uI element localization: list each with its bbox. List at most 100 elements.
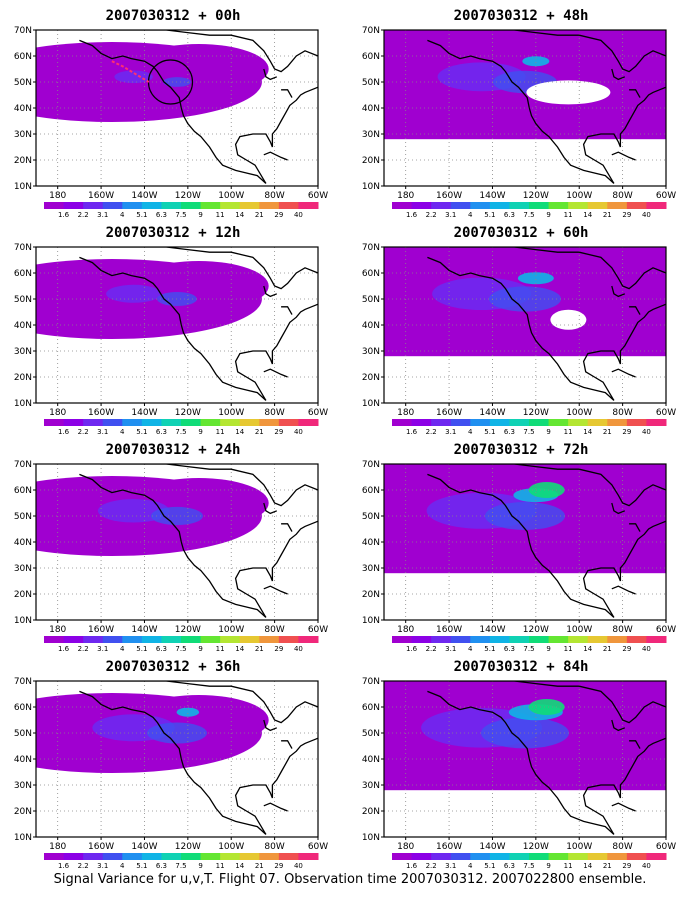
lat-tick-label: 20N <box>14 156 32 166</box>
colorbar-label: 40 <box>642 211 651 218</box>
colorbar-swatch <box>239 419 260 426</box>
colorbar-swatch <box>102 853 123 860</box>
colorbar-label: 5.1 <box>136 428 147 435</box>
colorbar-label: 1.6 <box>58 211 70 218</box>
panel-title: 2007030312 + 36h <box>105 659 241 675</box>
coastlines <box>427 464 666 618</box>
lat-tick-label: 60N <box>14 703 32 713</box>
colorbar-label: 2.2 <box>426 862 437 869</box>
lon-tick-label: 80W <box>612 842 632 852</box>
colorbar-swatch <box>626 419 647 426</box>
colorbar-swatch <box>239 853 260 860</box>
colorbar-swatch <box>646 636 667 643</box>
lat-tick-label: 20N <box>362 807 380 817</box>
colorbar-label: 29 <box>274 645 283 652</box>
colorbar-label: 2.2 <box>78 862 89 869</box>
colorbar-swatch <box>83 419 104 426</box>
lat-tick-label: 40N <box>14 104 32 114</box>
colorbar-label: 6.3 <box>504 428 515 435</box>
colorbar-label: 5.1 <box>484 428 495 435</box>
lon-tick-label: 80W <box>612 625 632 635</box>
colorbar-label: 14 <box>235 862 244 869</box>
figure-caption: Signal Variance for u,v,T. Flight 07. Ob… <box>53 872 647 887</box>
colorbar-swatch <box>646 419 667 426</box>
colorbar-label: 3.1 <box>445 211 456 218</box>
colorbar-label: 2.2 <box>426 211 437 218</box>
colorbar-swatch <box>161 419 182 426</box>
colorbar-label: 11 <box>564 428 573 435</box>
lon-tick-label: 60W <box>308 625 328 635</box>
colorbar-swatch <box>548 202 569 209</box>
variance-field <box>384 681 666 791</box>
lon-tick-label: 120W <box>523 625 549 635</box>
lon-tick-label: 160W <box>88 408 114 418</box>
colorbar: 1.6 2.2 3.1 4 5.1 6.3 7.5 9 11 14 21 29 40 <box>44 419 319 435</box>
colorbar-swatch <box>489 419 510 426</box>
colorbar-swatch <box>568 853 589 860</box>
lon-tick-label: 60W <box>308 191 328 201</box>
colorbar-label: 4 <box>120 862 125 869</box>
colorbar-swatch <box>548 853 569 860</box>
colorbar-label: 7.5 <box>175 428 186 435</box>
panel-title: 2007030312 + 48h <box>453 8 589 24</box>
coastlines <box>79 681 318 835</box>
colorbar-label: 6.3 <box>156 428 167 435</box>
colorbar-label: 14 <box>583 428 592 435</box>
lon-tick-label: 160W <box>88 842 114 852</box>
colorbar-label: 21 <box>603 428 612 435</box>
lon-tick-label: 80W <box>264 842 284 852</box>
variance-map: 70N 60N 50N 40N 30N 20N 10N 180 160W 140W 120W 100W… <box>362 26 676 218</box>
lat-tick-label: 40N <box>362 538 380 548</box>
coastlines <box>427 247 666 401</box>
colorbar-swatch <box>161 636 182 643</box>
colorbar-label: 5.1 <box>136 645 147 652</box>
colorbar-label: 11 <box>216 645 225 652</box>
colorbar-label: 4 <box>120 211 125 218</box>
lon-tick-label: 180 <box>397 625 414 635</box>
colorbar-label: 29 <box>622 428 631 435</box>
colorbar: 1.6 2.2 3.1 4 5.1 6.3 7.5 9 11 14 21 29 40 <box>44 202 319 218</box>
colorbar-swatch <box>220 636 241 643</box>
colorbar-swatch <box>239 202 260 209</box>
colorbar-label: 7.5 <box>175 211 186 218</box>
lat-tick-label: 70N <box>362 243 380 253</box>
colorbar: 1.6 2.2 3.1 4 5.1 6.3 7.5 9 11 14 21 29 40 <box>392 202 667 218</box>
lon-tick-label: 60W <box>656 408 676 418</box>
colorbar-label: 11 <box>216 862 225 869</box>
colorbar-label: 5.1 <box>484 862 495 869</box>
colorbar-label: 2.2 <box>426 428 437 435</box>
colorbar-label: 7.5 <box>175 862 186 869</box>
colorbar-label: 29 <box>274 862 283 869</box>
colorbar-swatch <box>392 853 413 860</box>
colorbar-swatch <box>607 202 628 209</box>
variance-field <box>384 464 666 574</box>
lon-tick-label: 180 <box>49 408 66 418</box>
colorbar-swatch <box>450 636 471 643</box>
colorbar-swatch <box>278 853 299 860</box>
lon-tick-label: 140W <box>479 842 505 852</box>
colorbar-swatch <box>181 202 202 209</box>
lon-tick-label: 80W <box>612 408 632 418</box>
colorbar-label: 40 <box>294 211 303 218</box>
lat-tick-label: 20N <box>362 373 380 383</box>
colorbar-swatch <box>587 636 608 643</box>
lon-tick-label: 60W <box>308 842 328 852</box>
lon-tick-label: 140W <box>131 842 157 852</box>
colorbar-label: 40 <box>294 428 303 435</box>
colorbar-label: 14 <box>235 211 244 218</box>
colorbar-swatch <box>161 853 182 860</box>
colorbar-swatch <box>470 419 491 426</box>
lat-tick-label: 60N <box>362 486 380 496</box>
variance-map: 70N 60N 50N 40N 30N 20N 10N 180 160W 140W 120W 100W… <box>362 460 676 652</box>
colorbar-label: 7.5 <box>523 211 534 218</box>
colorbar-swatch <box>626 853 647 860</box>
panel-title: 2007030312 + 24h <box>105 442 241 458</box>
colorbar: 1.6 2.2 3.1 4 5.1 6.3 7.5 9 11 14 21 29 40 <box>44 853 319 869</box>
lat-tick-label: 20N <box>14 373 32 383</box>
colorbar-swatch <box>529 202 550 209</box>
colorbar-swatch <box>646 202 667 209</box>
colorbar-label: 11 <box>564 645 573 652</box>
lat-tick-label: 30N <box>14 564 32 574</box>
variance-map: 70N 60N 50N 40N 30N 20N 10N 180 160W 140W 120W 100W… <box>362 677 676 869</box>
colorbar-swatch <box>568 636 589 643</box>
